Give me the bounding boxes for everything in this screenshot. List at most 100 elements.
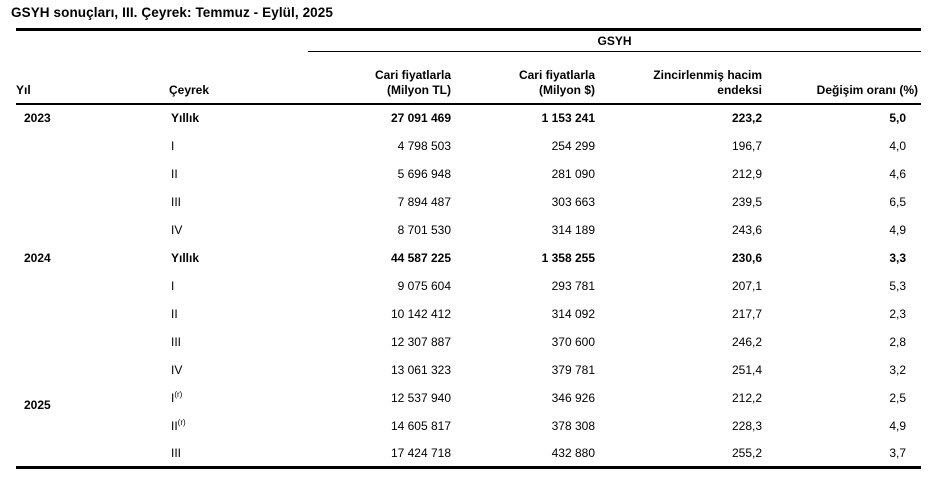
- year-cell: 2025: [16, 384, 169, 412]
- quarter-cell: II: [171, 166, 178, 181]
- current-prices-usd-cell: 1 153 241: [541, 111, 595, 125]
- chained-volume-index-cell: 196,7: [731, 138, 762, 153]
- quarter-cell: II(r): [171, 417, 186, 433]
- chained-volume-index-cell: 212,9: [731, 166, 762, 181]
- quarter-cell: II: [171, 306, 178, 321]
- current-prices-usd-cell: 378 308: [551, 418, 595, 433]
- column-header-cari-tl: Cari fiyatlarla (Milyon TL): [308, 51, 454, 105]
- table-row: III 7 894 487 303 663 239,5 6,5: [16, 188, 921, 216]
- current-prices-usd-cell: 346 926: [551, 390, 595, 405]
- year-cell: [16, 188, 169, 216]
- year-cell: [16, 300, 169, 328]
- current-prices-usd-cell: 314 189: [551, 222, 595, 237]
- chained-volume-index-cell: 255,2: [731, 445, 762, 460]
- column-header-cari-usd-line2: (Milyon $): [539, 82, 595, 97]
- group-header-gsyh: GSYH: [308, 29, 922, 52]
- group-header-row: GSYH: [16, 29, 922, 52]
- change-rate-cell: 2,3: [889, 306, 907, 321]
- year-cell: [16, 216, 169, 244]
- current-prices-usd-cell: 303 663: [551, 194, 595, 209]
- chained-volume-index-cell: 217,7: [731, 306, 762, 321]
- quarter-cell: Yıllık: [171, 111, 200, 125]
- change-rate-cell: 3,2: [889, 362, 907, 377]
- quarter-cell: I: [171, 278, 175, 293]
- current-prices-tl-cell: 14 605 817: [390, 418, 451, 433]
- quarter-cell: III: [171, 334, 182, 349]
- table-row: 2024 Yıllık 44 587 225 1 358 255 230,6 3,3: [16, 244, 921, 272]
- current-prices-usd-cell: 432 880: [551, 445, 595, 460]
- quarter-cell: IV: [171, 222, 183, 237]
- table-row: I 4 798 503 254 299 196,7 4,0: [16, 132, 921, 160]
- chained-volume-index-cell: 228,3: [731, 418, 762, 433]
- current-prices-usd-cell: 293 781: [551, 278, 595, 293]
- table-row: 2025 I(r) 12 537 940 346 926 212,2 2,5: [16, 384, 921, 412]
- chained-volume-index-cell: 246,2: [731, 334, 762, 349]
- table-row: 2023 Yıllık 27 091 469 1 153 241 223,2 5,0: [16, 104, 921, 132]
- quarter-cell: III: [171, 194, 182, 209]
- current-prices-usd-cell: 314 092: [551, 306, 595, 321]
- column-header-endeks: Zincirlenmiş hacim endeksi: [598, 51, 765, 105]
- table-row: II 5 696 948 281 090 212,9 4,6: [16, 160, 921, 188]
- chained-volume-index-cell: 243,6: [731, 222, 762, 237]
- current-prices-usd-cell: 254 299: [551, 138, 595, 153]
- current-prices-tl-cell: 7 894 487: [397, 194, 451, 209]
- chained-volume-index-cell: 207,1: [731, 278, 762, 293]
- column-header-row: Yıl Çeyrek Cari fiyatlarla (Milyon TL) C…: [16, 51, 922, 105]
- current-prices-tl-cell: 27 091 469: [390, 111, 451, 125]
- table-row: II(r) 14 605 817 378 308 228,3 4,9: [16, 412, 921, 440]
- year-label: 2025: [24, 397, 51, 412]
- table-row: III 12 307 887 370 600 246,2 2,8: [16, 328, 921, 356]
- column-header-endeks-line2: endeksi: [717, 82, 762, 97]
- year-cell: [16, 328, 169, 356]
- table-row: II 10 142 412 314 092 217,7 2,3: [16, 300, 921, 328]
- year-label: 2023: [24, 111, 51, 125]
- quarter-cell: IV: [171, 362, 183, 377]
- change-rate-cell: 4,9: [889, 222, 907, 237]
- year-cell: [16, 132, 169, 160]
- quarter-cell: I: [171, 138, 175, 153]
- change-rate-cell: 2,5: [889, 390, 907, 405]
- change-rate-cell: 4,6: [889, 166, 907, 181]
- column-header-cari-tl-line1: Cari fiyatlarla: [374, 67, 451, 82]
- current-prices-usd-cell: 281 090: [551, 166, 595, 181]
- group-header-spacer: [16, 30, 308, 52]
- current-prices-tl-cell: 10 142 412: [390, 306, 451, 321]
- gsyh-results-table: GSYH Yıl Çeyrek Cari fiyatlarla (Milyon …: [16, 28, 922, 469]
- table-row: IV 8 701 530 314 189 243,6 4,9: [16, 216, 921, 244]
- change-rate-cell: 3,3: [889, 250, 907, 265]
- change-rate-cell: 3,7: [889, 445, 907, 460]
- current-prices-tl-cell: 4 798 503: [397, 138, 451, 153]
- revision-superscript: (r): [177, 417, 186, 427]
- column-header-degisim: Değişim oranı (%): [765, 51, 922, 105]
- column-header-yil: Yıl: [16, 51, 169, 105]
- table-row: III 17 424 718 432 880 255,2 3,7: [16, 440, 921, 468]
- change-rate-cell: 4,9: [889, 418, 907, 433]
- year-cell: [16, 440, 169, 468]
- current-prices-tl-cell: 17 424 718: [390, 445, 451, 460]
- year-cell: [16, 272, 169, 300]
- current-prices-tl-cell: 12 537 940: [390, 390, 451, 405]
- current-prices-tl-cell: 9 075 604: [397, 278, 451, 293]
- column-header-endeks-line1: Zincirlenmiş hacim: [653, 67, 762, 82]
- year-cell: 2023: [16, 104, 169, 132]
- current-prices-tl-cell: 12 307 887: [390, 334, 451, 349]
- chained-volume-index-cell: 230,6: [731, 250, 762, 265]
- current-prices-tl-cell: 13 061 323: [390, 362, 451, 377]
- table-row: IV 13 061 323 379 781 251,4 3,2: [16, 356, 921, 384]
- current-prices-tl-cell: 5 696 948: [397, 166, 451, 181]
- current-prices-usd-cell: 379 781: [551, 362, 595, 377]
- change-rate-cell: 5,3: [889, 278, 907, 293]
- year-cell: [16, 356, 169, 384]
- current-prices-tl-cell: 44 587 225: [390, 250, 451, 265]
- revision-superscript: (r): [174, 389, 183, 399]
- chained-volume-index-cell: 223,2: [731, 111, 762, 125]
- table-row: I 9 075 604 293 781 207,1 5,3: [16, 272, 921, 300]
- change-rate-cell: 5,0: [889, 111, 907, 125]
- year-cell: [16, 412, 169, 440]
- change-rate-cell: 4,0: [889, 138, 907, 153]
- current-prices-usd-cell: 1 358 255: [541, 250, 595, 265]
- chained-volume-index-cell: 251,4: [731, 362, 762, 377]
- year-label: 2024: [24, 250, 51, 265]
- column-header-cari-usd-line1: Cari fiyatlarla: [518, 67, 595, 82]
- year-cell: 2024: [16, 244, 169, 272]
